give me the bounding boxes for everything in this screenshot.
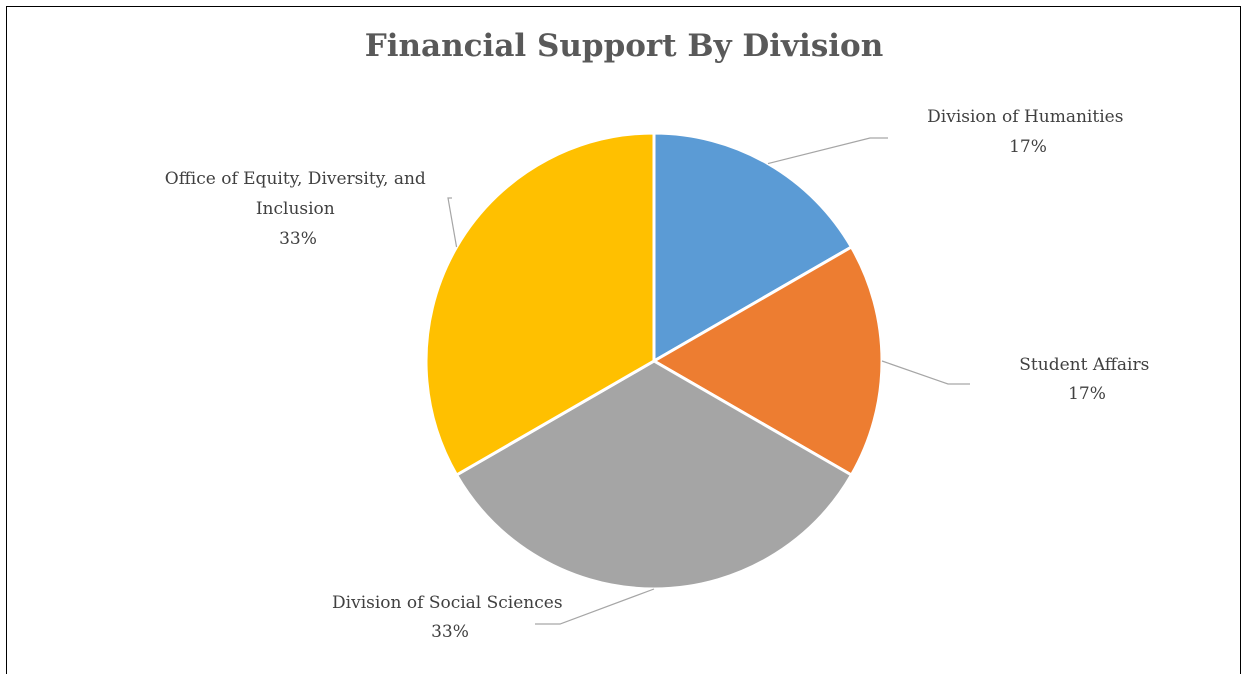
pie-slices — [424, 131, 884, 591]
label-social-sciences: Division of Social Sciences 33% — [332, 593, 568, 642]
leader-equity — [447, 197, 458, 248]
slice-humanities — [652, 131, 853, 363]
label-student-affairs: Student Affairs 17% — [1019, 355, 1154, 404]
chart-title: Financial Support By Division — [364, 28, 884, 64]
label-humanities: Division of Humanities 17% — [927, 107, 1129, 157]
leader-lines — [447, 137, 970, 625]
leader-social-sciences — [535, 588, 655, 625]
slice-student-affairs — [652, 245, 884, 477]
leader-student-affairs — [881, 360, 970, 385]
label-equity: Office of Equity, Diversity, and Inclusi… — [165, 169, 431, 249]
leader-humanities — [767, 137, 888, 165]
chart-frame — [6, 6, 1241, 674]
